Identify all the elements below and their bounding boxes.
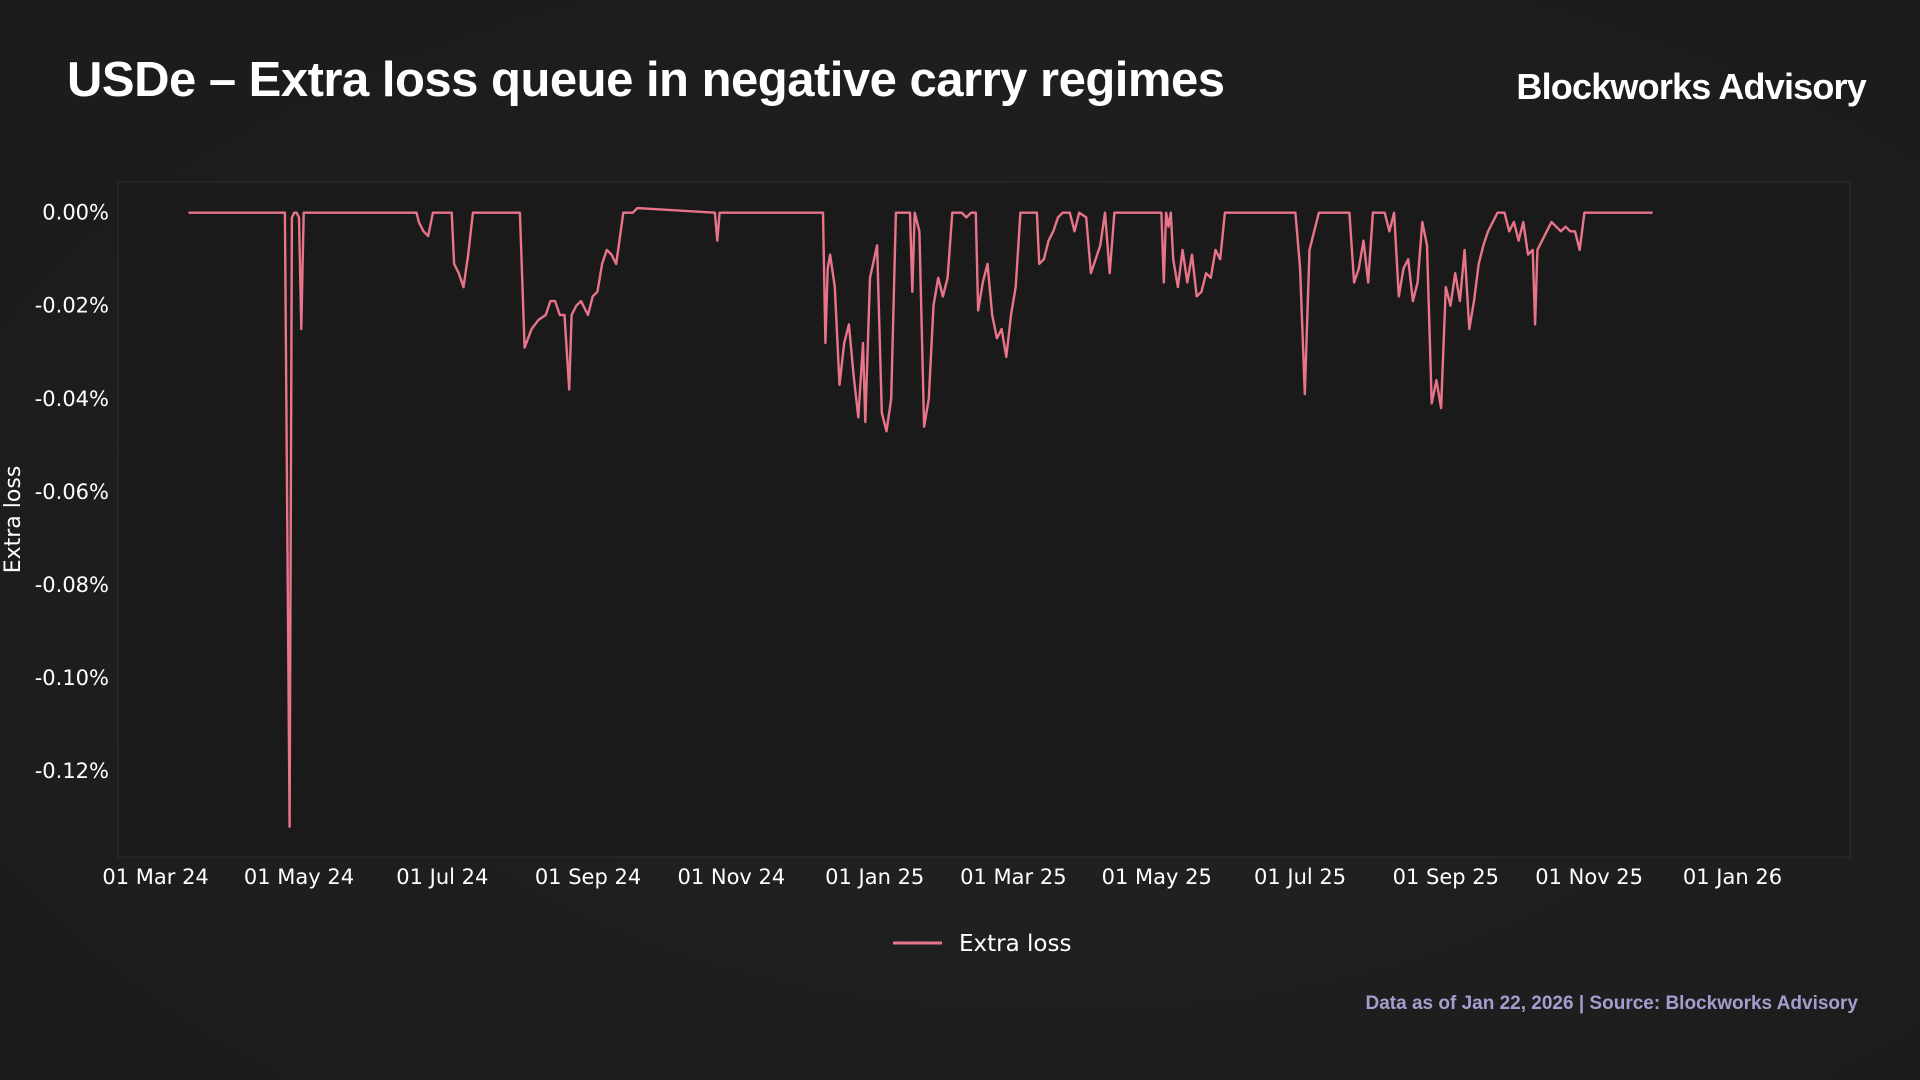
legend-label-extra-loss: Extra loss [959, 931, 1071, 957]
y-tick-label: -0.04% [35, 387, 109, 411]
y-axis: 0.00% -0.02% -0.04% -0.06% -0.08% -0.10% -0.12… [35, 201, 109, 783]
x-tick-label: 01 Mar 25 [960, 865, 1066, 889]
x-tick-label: 01 May 24 [244, 865, 354, 889]
x-tick-label: 01 Sep 25 [1393, 865, 1499, 889]
y-tick-label: -0.02% [35, 294, 109, 318]
x-tick-label: 01 Sep 24 [535, 865, 641, 889]
legend: Extra loss [893, 931, 1071, 957]
x-tick-label: 01 Jul 24 [396, 865, 488, 889]
x-tick-label: 01 Jan 26 [1683, 865, 1782, 889]
x-tick-label: 01 May 25 [1102, 865, 1212, 889]
x-tick-label: 01 Nov 24 [677, 865, 785, 889]
x-tick-label: 01 Jul 25 [1254, 865, 1346, 889]
brand-logo: Blockworks Advisory [1516, 66, 1866, 107]
y-tick-label: -0.06% [35, 480, 109, 504]
x-tick-label: 01 Nov 25 [1535, 865, 1643, 889]
y-tick-label: -0.10% [35, 666, 109, 690]
x-tick-label: 01 Mar 24 [102, 865, 208, 889]
series-line-extra-loss [188, 206, 1653, 828]
y-tick-label: -0.08% [35, 573, 109, 597]
page-title: USDe – Extra loss queue in negative carr… [67, 53, 1225, 107]
x-tick-label: 01 Jan 25 [825, 865, 924, 889]
y-tick-label: -0.12% [35, 759, 109, 783]
plot-area [117, 181, 1851, 858]
y-axis-title: Extra loss [1, 466, 26, 574]
source-note: Data as of Jan 22, 2026 | Source: Blockw… [1365, 993, 1859, 1014]
x-axis: 01 Mar 24 01 May 24 01 Jul 24 01 Sep 24 01 N… [102, 865, 1782, 889]
y-tick-label: 0.00% [42, 201, 109, 225]
